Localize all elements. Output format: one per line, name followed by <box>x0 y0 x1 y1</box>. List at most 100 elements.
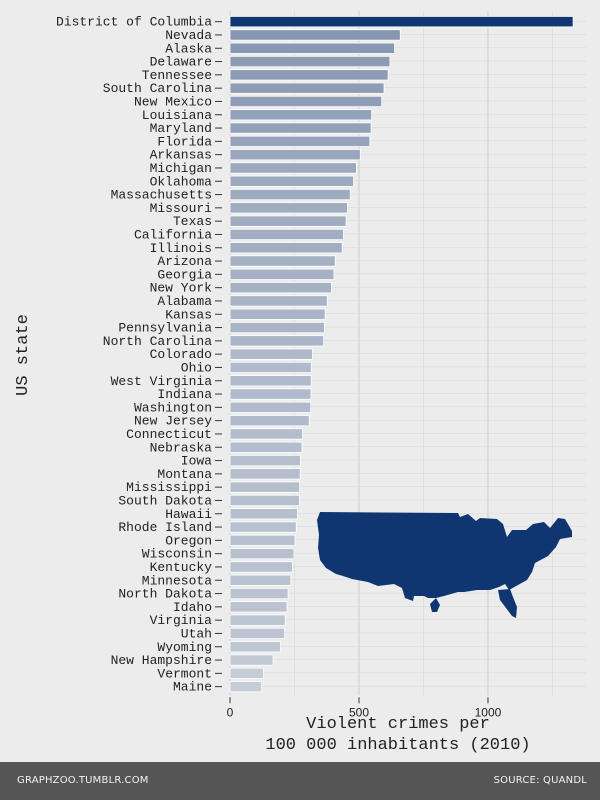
bar-wisconsin <box>229 548 295 560</box>
y-tick-label: Connecticut <box>126 427 212 442</box>
bar-tennessee <box>229 69 389 81</box>
usa-map-icon <box>317 512 572 618</box>
bar-illinois <box>229 242 343 254</box>
bar-washington <box>229 401 312 413</box>
bar-west-virginia <box>229 375 312 387</box>
y-tick-label: Missouri <box>150 201 213 216</box>
y-tick-label: West Virginia <box>111 374 213 389</box>
bar-maryland <box>229 122 372 134</box>
y-tick-label: Louisiana <box>142 108 212 123</box>
bar-rhode-island <box>229 521 297 533</box>
y-tick-label: Mississippi <box>126 480 212 495</box>
bar-minnesota <box>229 574 292 586</box>
y-tick-label: Utah <box>181 626 212 641</box>
x-tick-label: 1000 <box>475 705 502 719</box>
bar-kansas <box>229 308 326 320</box>
y-tick-label: Michigan <box>150 161 212 176</box>
bar-utah <box>229 627 286 640</box>
bar-oklahoma <box>229 175 354 187</box>
bar-michigan <box>229 162 357 174</box>
bar-kentucky <box>229 561 293 573</box>
bar-north-dakota <box>229 587 289 600</box>
y-tick-label: Ohio <box>181 360 212 375</box>
bar-nevada <box>229 29 401 41</box>
bar-texas <box>229 215 347 227</box>
y-axis-label: US state <box>14 314 33 396</box>
bar-hawaii <box>229 508 298 520</box>
bar-alabama <box>229 295 328 307</box>
y-tick-label: Colorado <box>150 347 212 362</box>
bar-new-york <box>229 282 332 294</box>
bar-ohio <box>229 361 312 374</box>
y-tick-label: Indiana <box>157 387 212 402</box>
bar-new-jersey <box>229 415 310 427</box>
y-tick-label: Vermont <box>157 666 212 681</box>
y-tick-label: Alaska <box>165 41 212 56</box>
y-tick-label: Delaware <box>150 55 212 70</box>
y-tick-label: Georgia <box>157 267 212 282</box>
bar-idaho <box>229 601 288 613</box>
y-tick-label: Arkansas <box>150 148 212 163</box>
y-tick-label: Wisconsin <box>142 547 212 562</box>
x-tick-labels: 0 500 1000 <box>227 697 502 719</box>
bar-vermont <box>229 667 264 679</box>
y-tick-label: Minnesota <box>142 573 212 588</box>
bar-district-of-columbia <box>229 16 574 28</box>
footer-credit[interactable]: GRAPHZOO.TUMBLR.COM <box>17 775 149 786</box>
bar-wyoming <box>229 641 281 653</box>
y-tick-label: Texas <box>173 214 212 229</box>
y-tick-label: Florida <box>157 134 212 149</box>
y-tick-label: New York <box>150 281 213 296</box>
bar-montana <box>229 468 301 480</box>
bar-nebraska <box>229 441 303 453</box>
y-tick-label: Montana <box>157 467 212 482</box>
y-tick-label: Pennsylvania <box>118 321 212 336</box>
bar-mississippi <box>229 481 301 493</box>
y-tick-label: New Mexico <box>134 94 212 109</box>
bar-colorado <box>229 348 313 360</box>
y-tick-label: Maryland <box>150 121 212 136</box>
bar-south-dakota <box>229 494 300 507</box>
bar-arizona <box>229 255 336 267</box>
x-axis-label: Violent crimes per 100 000 inhabitants (2… <box>265 715 530 755</box>
y-tick-label: North Carolina <box>103 334 212 349</box>
y-tick-label: Nevada <box>165 28 212 43</box>
bar-connecticut <box>229 428 303 440</box>
bar-louisiana <box>229 109 373 121</box>
y-tick-label: Kansas <box>165 307 212 322</box>
y-tick-label: Iowa <box>181 454 212 469</box>
bar-arkansas <box>229 149 361 161</box>
y-tick-label: District of Columbia <box>56 15 212 30</box>
bar-missouri <box>229 202 348 214</box>
bar-pennsylvania <box>229 321 325 334</box>
y-tick-label: Washington <box>134 400 212 415</box>
y-tick-label: Maine <box>173 680 212 695</box>
y-tick-label: Nebraska <box>150 440 213 455</box>
y-tick-label: New Hampshire <box>111 653 212 668</box>
y-tick-labels: District of ColumbiaNevadaAlaskaDelaware… <box>56 15 222 695</box>
y-tick-label: South Dakota <box>118 493 212 508</box>
y-tick-label: Massachusetts <box>111 188 212 203</box>
y-tick-label: Hawaii <box>165 507 212 522</box>
bar-alaska <box>229 42 395 54</box>
bars <box>229 16 574 693</box>
y-tick-label: Kentucky <box>150 560 213 575</box>
y-tick-label: Wyoming <box>157 640 212 655</box>
y-tick-label: South Carolina <box>103 81 212 96</box>
bar-massachusetts <box>229 188 351 201</box>
bar-california <box>229 228 344 241</box>
bar-delaware <box>229 55 391 68</box>
bar-new-hampshire <box>229 654 274 666</box>
bar-maine <box>229 681 263 693</box>
y-tick-label: Rhode Island <box>118 520 212 535</box>
y-tick-label: Alabama <box>157 294 212 309</box>
bar-indiana <box>229 388 312 400</box>
footer-source: SOURCE: QUANDL <box>493 775 587 786</box>
footer-bar: GRAPHZOO.TUMBLR.COM SOURCE: QUANDL <box>0 762 600 800</box>
y-tick-label: Arizona <box>157 254 212 269</box>
bar-new-mexico <box>229 95 383 108</box>
bar-florida <box>229 135 371 147</box>
y-tick-label: Tennessee <box>142 68 212 83</box>
bar-oregon <box>229 534 296 546</box>
y-tick-label: California <box>134 227 212 242</box>
